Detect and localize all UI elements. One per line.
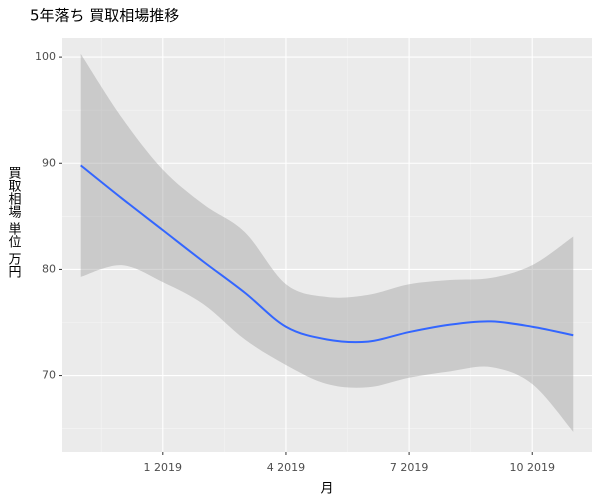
- panel: [62, 38, 592, 452]
- x-tick-label: 1 2019: [144, 461, 183, 474]
- smooth-line: [80, 164, 574, 344]
- y-axis-title: 買取相場 単位 万円: [6, 166, 22, 279]
- x-tick-label: 4 2019: [267, 461, 306, 474]
- y-tick-label: 70: [42, 369, 56, 382]
- x-tick-label: 7 2019: [390, 461, 429, 474]
- chart-title: 5年落ち 買取相場推移: [30, 7, 179, 25]
- y-tick-label: 80: [42, 262, 56, 275]
- x-tick-label: 10 2019: [509, 461, 555, 474]
- y-tick-label: 90: [42, 156, 56, 169]
- x-axis-title: 月: [320, 482, 333, 497]
- y-tick-label: 100: [35, 50, 56, 63]
- confidence-band: [80, 53, 574, 432]
